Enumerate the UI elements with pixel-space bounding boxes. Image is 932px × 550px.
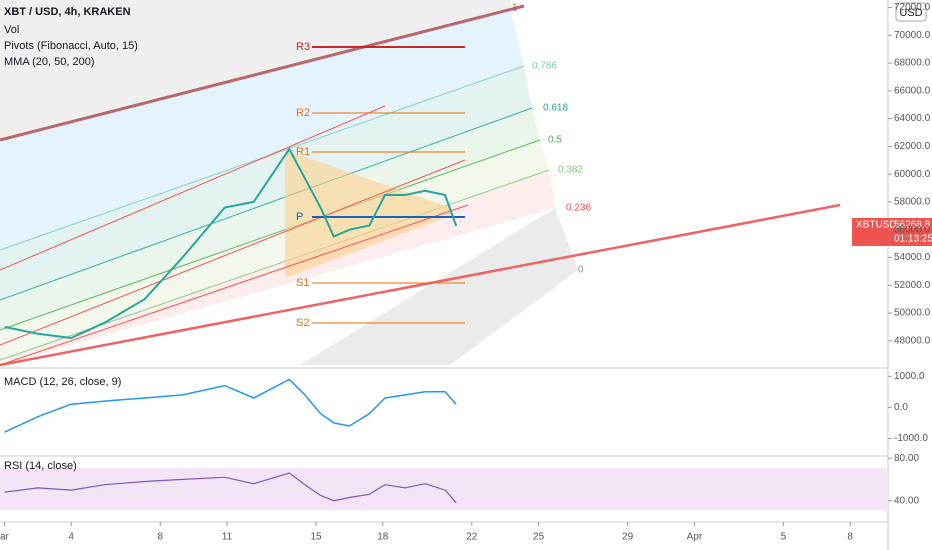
x-tick-label: 5: [781, 532, 787, 543]
pivot-label: P: [296, 211, 303, 223]
fib-label: 1: [512, 3, 518, 14]
y-tick-label: 70000.0: [894, 30, 931, 41]
price-tag-symbol: XBTUSD: [856, 220, 897, 231]
price-tag-countdown: 01:13:25: [894, 234, 932, 245]
rsi-title: RSI (14, close): [4, 460, 77, 472]
x-tick-label: ar: [0, 532, 10, 543]
macd-line: [4, 378, 457, 433]
fib-label: 0.236: [566, 203, 591, 214]
indicator-label: Pivots (Fibonacci, Auto, 15): [4, 40, 138, 52]
y-tick-label: 62000.0: [894, 141, 931, 152]
y-tick-label: 72000.0: [894, 2, 931, 13]
pivot-label: S2: [296, 317, 309, 329]
fib-label: 0.5: [548, 135, 562, 146]
x-tick-label: 8: [847, 532, 853, 543]
chart-title: XBT / USD, 4h, KRAKEN: [4, 6, 131, 18]
fib-label: 0.618: [543, 103, 568, 114]
y-tick-label: -1000.0: [894, 433, 928, 444]
indicator-label: Vol: [4, 24, 19, 36]
y-tick-label: 56000.0: [894, 224, 931, 235]
x-tick-label: 25: [533, 532, 545, 543]
currency-button-label[interactable]: USD: [899, 7, 922, 19]
pivot-label: R3: [296, 41, 310, 53]
fib-label: 0.786: [532, 61, 557, 72]
indicator-label: MMA (20, 50, 200): [4, 56, 95, 68]
fib-label: 0.382: [558, 165, 583, 176]
x-tick-label: 8: [157, 532, 163, 543]
y-tick-label: 64000.0: [894, 113, 931, 124]
y-tick-label: 1000.0: [894, 371, 925, 382]
y-tick-label: 80.00: [894, 453, 919, 464]
price-tag-price: 56268.8: [894, 220, 931, 231]
y-tick-label: 40.00: [894, 495, 919, 506]
pivot-lines: [312, 46, 465, 324]
x-tick-label: 18: [377, 532, 389, 543]
y-tick-label: 54000.0: [894, 252, 931, 263]
rsi-line: [4, 472, 457, 504]
y-tick-label: 66000.0: [894, 85, 931, 96]
x-tick-label: 29: [622, 532, 634, 543]
x-tick-label: 11: [222, 532, 233, 543]
rsi-band: [0, 468, 888, 510]
x-tick-label: 15: [310, 532, 322, 543]
x-tick-label: 22: [466, 532, 478, 543]
pivot-label: R2: [296, 107, 310, 119]
x-tick-label: Apr: [687, 532, 703, 543]
y-tick-label: 48000.0: [894, 335, 931, 346]
fib-label: 0: [578, 265, 584, 276]
y-tick-label: 60000.0: [894, 169, 931, 180]
y-tick-label: 50000.0: [894, 308, 931, 319]
price-line: [4, 147, 458, 340]
y-tick-label: 52000.0: [894, 280, 931, 291]
currency-button[interactable]: [895, 2, 927, 22]
y-tick-label: 58000.0: [894, 197, 931, 208]
price-tag: [852, 218, 932, 246]
pivot-label: S1: [296, 277, 309, 289]
pivot-label: R1: [296, 146, 310, 158]
y-tick-label: 0.0: [894, 402, 908, 413]
macd-title: MACD (12, 26, close, 9): [4, 376, 121, 388]
y-tick-label: 68000.0: [894, 58, 931, 69]
x-tick-label: 4: [68, 532, 74, 543]
